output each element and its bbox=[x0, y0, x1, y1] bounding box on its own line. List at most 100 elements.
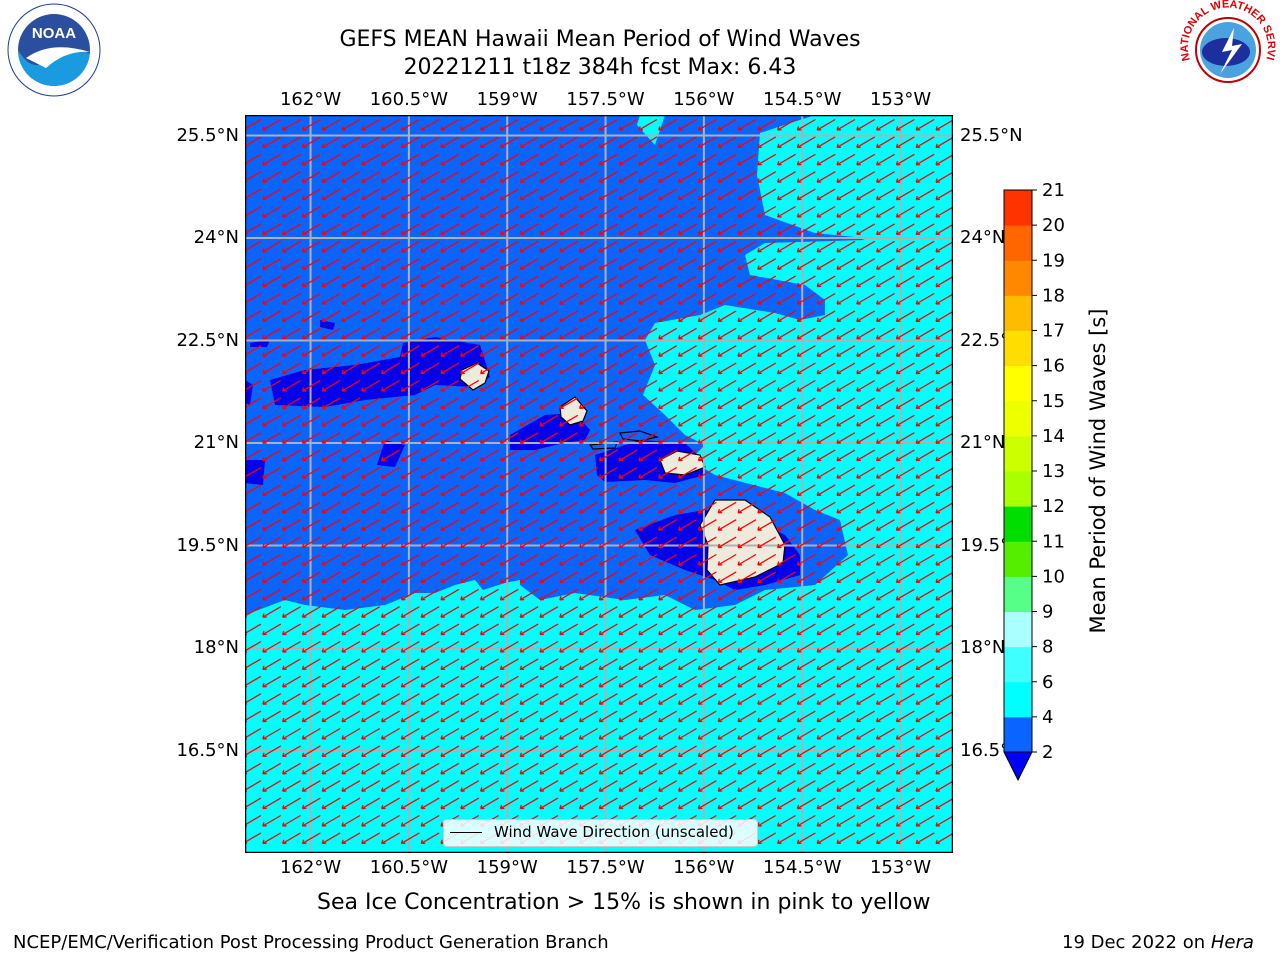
vector-arrow bbox=[836, 675, 856, 688]
vector-arrow bbox=[796, 710, 816, 723]
vector-arrow bbox=[460, 153, 480, 166]
vector-arrow bbox=[737, 571, 757, 584]
vector-arrow bbox=[539, 484, 559, 497]
vector-arrow bbox=[420, 814, 440, 827]
vector-arrow bbox=[479, 118, 499, 131]
vector-arrow bbox=[638, 223, 658, 236]
vector-arrow bbox=[420, 727, 440, 740]
vector-arrow bbox=[519, 432, 539, 444]
vector-arrow bbox=[915, 693, 935, 705]
vector-arrow bbox=[796, 188, 816, 201]
vector-arrow bbox=[380, 362, 400, 375]
vector-arrow bbox=[875, 379, 895, 392]
vector-arrow bbox=[578, 658, 598, 671]
vector-arrow bbox=[658, 258, 678, 270]
vector-arrow bbox=[697, 484, 717, 497]
vector-arrow bbox=[618, 449, 638, 462]
vector-arrow bbox=[658, 118, 678, 131]
vector-arrow bbox=[321, 188, 341, 201]
vector-arrow bbox=[677, 327, 697, 340]
vector-arrow bbox=[262, 745, 282, 758]
vector-arrow bbox=[578, 727, 598, 740]
vector-arrow bbox=[935, 676, 953, 688]
vector-arrow bbox=[935, 554, 953, 566]
vector-arrow bbox=[301, 571, 321, 584]
vector-arrow bbox=[281, 292, 301, 305]
vector-arrow bbox=[638, 536, 658, 549]
vector-arrow bbox=[321, 362, 341, 375]
vector-arrow bbox=[737, 449, 757, 462]
vector-arrow bbox=[836, 588, 856, 601]
vector-arrow bbox=[757, 623, 777, 636]
colorbar-tick-label: 6 bbox=[1042, 672, 1053, 693]
vector-arrow bbox=[757, 727, 777, 740]
vector-arrow bbox=[400, 345, 420, 357]
vector-arrow bbox=[380, 727, 400, 740]
vector-arrow bbox=[380, 606, 400, 618]
vector-arrow bbox=[658, 675, 678, 688]
vector-arrow bbox=[677, 606, 697, 618]
vector-arrow bbox=[539, 501, 559, 514]
vector-arrow bbox=[915, 571, 935, 584]
vector-arrow bbox=[697, 675, 717, 688]
vector-arrow bbox=[301, 118, 321, 131]
vector-arrow bbox=[578, 780, 598, 792]
vector-arrow bbox=[915, 223, 935, 236]
vector-arrow bbox=[816, 223, 836, 236]
vector-arrow bbox=[677, 136, 697, 149]
vector-arrow bbox=[361, 727, 381, 740]
vector-arrow bbox=[420, 501, 440, 514]
vector-arrow bbox=[460, 292, 480, 305]
vector-arrow bbox=[539, 258, 559, 270]
vector-arrow bbox=[856, 727, 876, 740]
vector-arrow bbox=[638, 780, 658, 792]
vector-arrow bbox=[499, 588, 519, 601]
vector-arrow bbox=[836, 345, 856, 357]
vector-arrow bbox=[737, 762, 757, 775]
vector-arrow bbox=[677, 640, 697, 653]
vector-arrow bbox=[757, 588, 777, 601]
vector-arrow bbox=[796, 606, 816, 618]
vector-arrow bbox=[638, 466, 658, 479]
vector-arrow bbox=[836, 397, 856, 410]
vector-arrow bbox=[559, 710, 579, 723]
vector-arrow bbox=[301, 153, 321, 166]
vector-arrow bbox=[856, 780, 876, 792]
vector-arrow bbox=[895, 675, 915, 688]
vector-arrow bbox=[341, 223, 361, 236]
vector-arrow bbox=[262, 832, 282, 845]
vector-arrow bbox=[598, 118, 618, 131]
vector-arrow bbox=[361, 519, 381, 531]
vector-arrow bbox=[361, 223, 381, 236]
vector-arrow bbox=[361, 136, 381, 149]
vector-arrow bbox=[796, 310, 816, 323]
vector-arrow bbox=[915, 258, 935, 270]
vector-arrow bbox=[281, 171, 301, 183]
vector-arrow bbox=[598, 449, 618, 462]
vector-arrow bbox=[281, 675, 301, 688]
vector-arrow bbox=[578, 466, 598, 479]
vector-arrow bbox=[321, 797, 341, 810]
vector-arrow bbox=[895, 588, 915, 601]
vector-arrow bbox=[737, 745, 757, 758]
vector-arrow bbox=[737, 536, 757, 549]
vector-arrow bbox=[479, 310, 499, 323]
vector-arrow bbox=[420, 153, 440, 166]
vector-arrow bbox=[479, 362, 499, 375]
vector-arrow bbox=[440, 797, 460, 810]
vector-arrow bbox=[420, 362, 440, 375]
vector-arrow bbox=[915, 188, 935, 201]
vector-arrow bbox=[856, 223, 876, 236]
vector-arrow bbox=[281, 640, 301, 653]
colorbar-segment bbox=[1004, 611, 1032, 648]
vector-arrow bbox=[539, 780, 559, 792]
x-tick-label-bottom: 156°W bbox=[673, 857, 735, 878]
vector-arrow bbox=[440, 658, 460, 671]
vector-arrow bbox=[816, 675, 836, 688]
vector-arrow bbox=[420, 640, 440, 653]
vector-arrow bbox=[875, 814, 895, 827]
vector-arrow bbox=[757, 606, 777, 618]
vector-arrow bbox=[281, 553, 301, 566]
vector-arrow bbox=[935, 345, 953, 357]
vector-arrow bbox=[578, 188, 598, 201]
